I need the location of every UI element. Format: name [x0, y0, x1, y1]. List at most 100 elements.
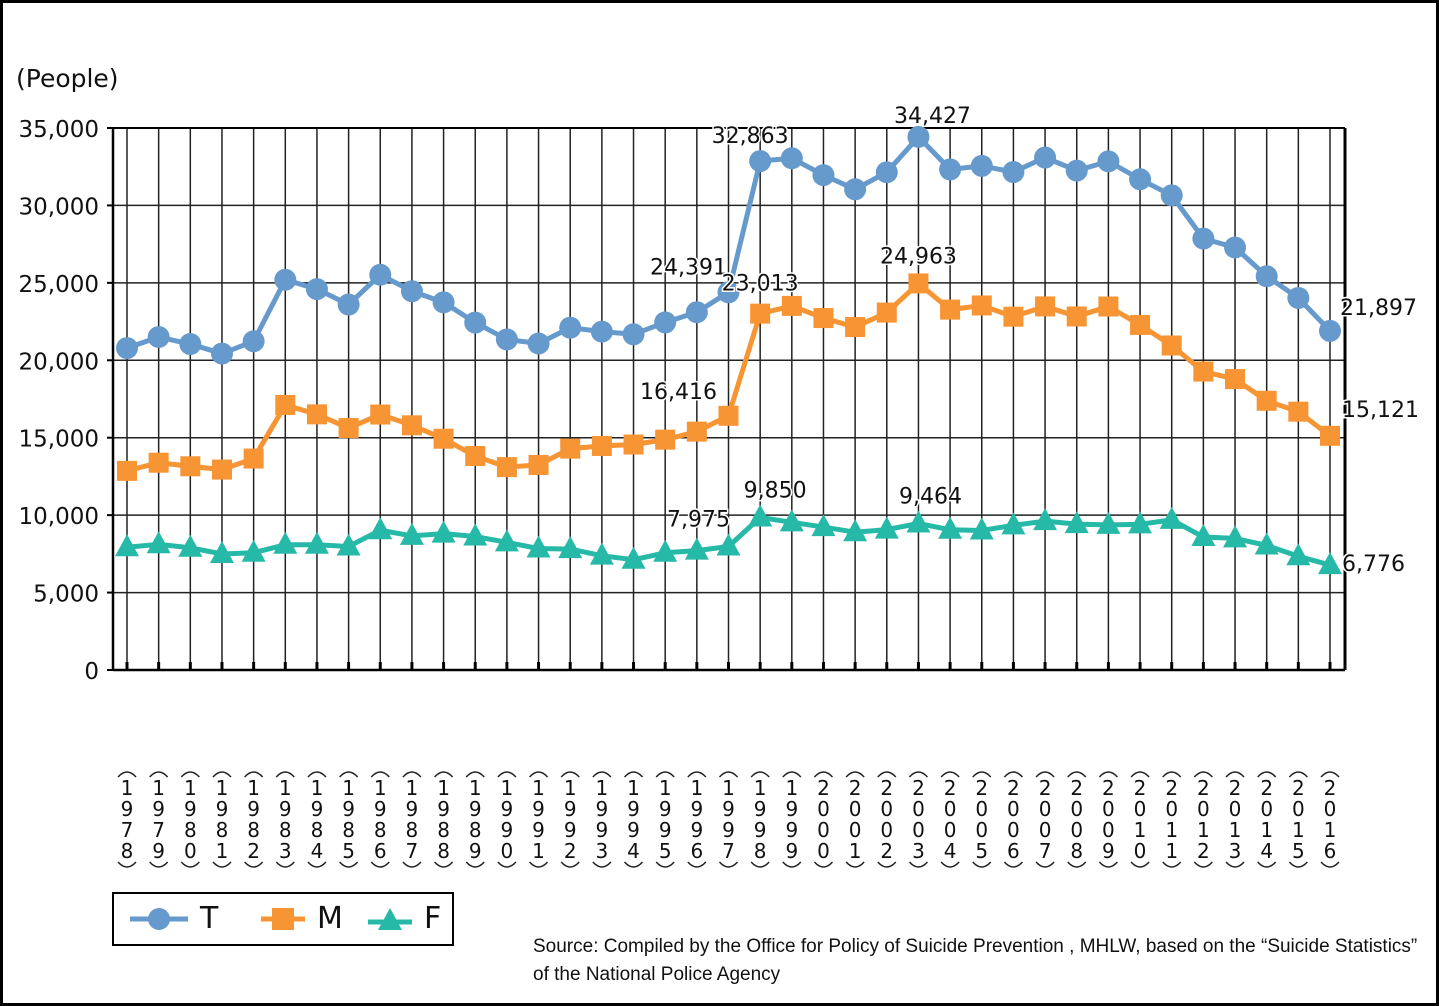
data-point — [813, 308, 834, 329]
data-point — [1318, 552, 1342, 575]
series-t — [116, 125, 1341, 365]
paren-open — [1288, 771, 1308, 778]
x-label-digit: 7 — [152, 818, 165, 842]
data-point — [1035, 296, 1056, 317]
data-point — [1254, 532, 1279, 555]
x-label-digit: 2 — [1260, 776, 1273, 800]
data-labels: 24,391 32,863 34,427 21,897 16,416 23,013 24,9… — [639, 102, 1421, 578]
x-label-digit: 9 — [247, 797, 260, 821]
paren-open — [117, 771, 137, 778]
data-point — [1001, 512, 1026, 535]
x-label-digit: 9 — [437, 797, 450, 821]
x-label-digit: 2 — [1039, 776, 1052, 800]
data-point — [1193, 361, 1214, 382]
x-label-digit: 8 — [216, 818, 229, 842]
data-point — [147, 326, 170, 349]
data-label: 16,416 — [640, 380, 717, 405]
x-label-digit: 9 — [627, 797, 640, 821]
data-point — [1320, 425, 1340, 446]
data-point — [748, 504, 773, 527]
data-point — [463, 523, 488, 546]
data-point — [431, 520, 456, 543]
x-label-digit: 8 — [374, 818, 387, 842]
y-tick-label: 35,000 — [19, 117, 99, 143]
paren-open — [402, 771, 422, 778]
legend-label: T — [200, 901, 219, 936]
x-label-digit: 8 — [279, 818, 292, 842]
paren-close — [782, 861, 802, 868]
x-label-digit: 1 — [1292, 818, 1305, 842]
data-point — [1129, 168, 1152, 191]
x-label-digit: 1 — [216, 839, 229, 863]
x-label-digit: 1 — [279, 776, 292, 800]
data-point — [305, 278, 328, 301]
x-label-digit: 1 — [342, 776, 355, 800]
x-label-digit: 9 — [374, 797, 387, 821]
x-label-digit: 6 — [374, 839, 387, 863]
legend: T M F — [112, 892, 454, 946]
data-point — [876, 302, 897, 323]
data-point — [1002, 161, 1025, 184]
data-point — [495, 328, 518, 351]
data-label: 21,897 — [1340, 296, 1417, 321]
x-label-digit: 1 — [1165, 818, 1178, 842]
x-label-digit: 0 — [1070, 818, 1083, 842]
x-label-digit: 0 — [501, 839, 514, 863]
x-axis: 1978197919801981198219831984198519861987… — [113, 662, 1345, 868]
x-label-digit: 6 — [690, 839, 703, 863]
paren-open — [687, 771, 707, 778]
paren-close — [1067, 861, 1087, 868]
x-label-digit: 9 — [184, 797, 197, 821]
paren-close — [307, 861, 327, 868]
y-tick-label: 15,000 — [19, 427, 99, 453]
data-point — [369, 263, 392, 286]
data-point — [560, 438, 581, 459]
x-label-digit: 1 — [1260, 818, 1273, 842]
x-label-digit: 1 — [564, 776, 577, 800]
x-label-digit: 9 — [690, 797, 703, 821]
x-label-digit: 1 — [501, 776, 514, 800]
x-label-digit: 0 — [1102, 797, 1115, 821]
data-point — [243, 448, 264, 469]
x-label-digit: 0 — [849, 818, 862, 842]
data-point — [1255, 265, 1278, 288]
x-label-digit: 1 — [1165, 839, 1178, 863]
paren-close — [560, 861, 580, 868]
data-point — [686, 421, 707, 442]
x-label-digit: 1 — [754, 776, 767, 800]
paren-open — [940, 771, 960, 778]
triangle-marker-icon — [368, 908, 412, 930]
data-point — [685, 301, 708, 324]
data-point — [496, 457, 517, 478]
x-label-digit: 0 — [1134, 797, 1147, 821]
x-label-digit: 8 — [754, 839, 767, 863]
paren-open — [655, 771, 675, 778]
data-point — [368, 517, 393, 540]
source-note: Source: Compiled by the Office for Polic… — [533, 936, 1418, 985]
paren-open — [1162, 771, 1182, 778]
x-label-digit: 9 — [754, 797, 767, 821]
x-label-digit: 1 — [184, 776, 197, 800]
data-point — [1066, 306, 1087, 327]
x-label-digit: 1 — [152, 776, 165, 800]
x-label-digit: 9 — [279, 797, 292, 821]
data-label: 24,963 — [880, 244, 957, 269]
data-point — [180, 456, 201, 477]
x-label-digit: 1 — [216, 776, 229, 800]
x-label-digit: 9 — [311, 797, 324, 821]
paren-open — [877, 771, 897, 778]
paren-close — [244, 861, 264, 868]
x-label-digit: 0 — [184, 839, 197, 863]
